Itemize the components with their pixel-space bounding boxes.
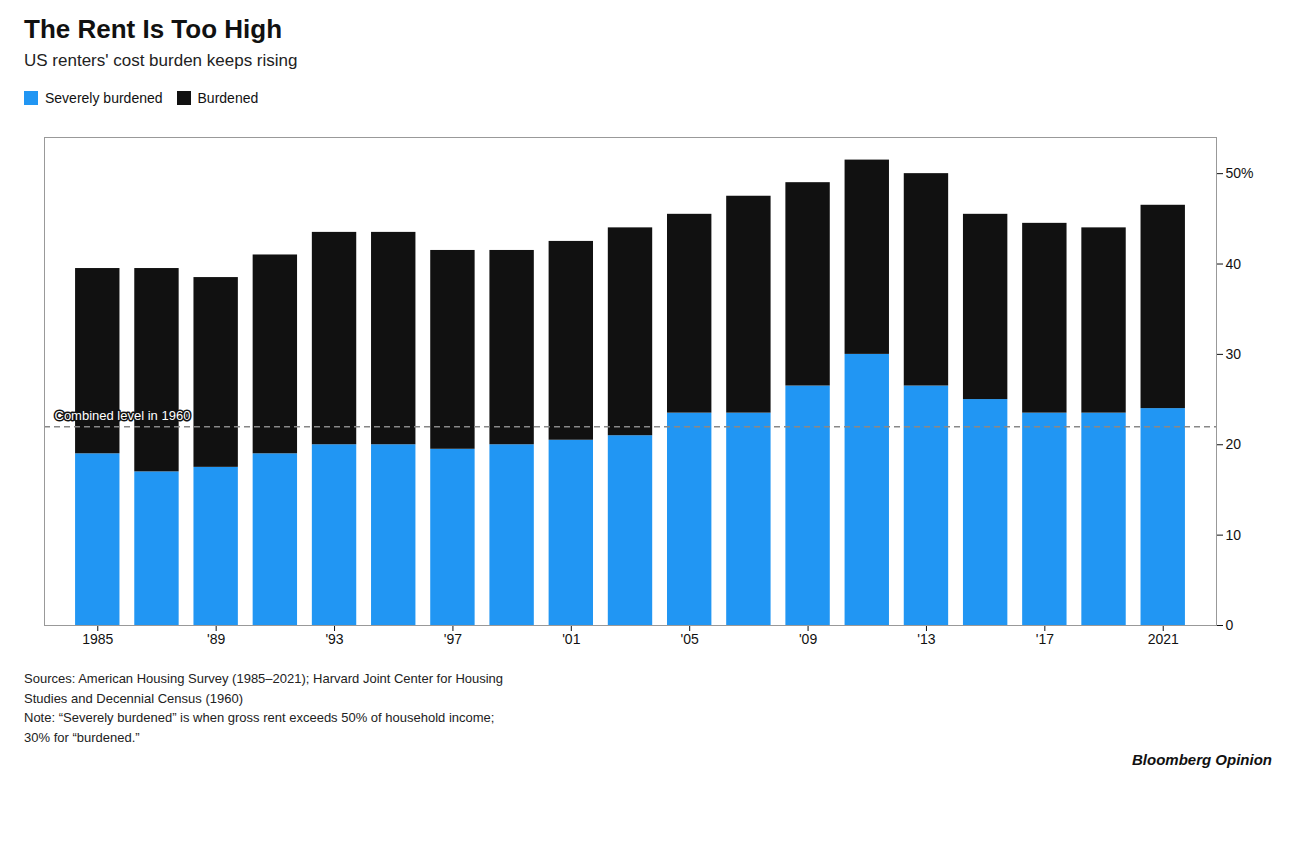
html-text:Sources: American Housing Surv: Sources: American Housing Survey (1985–2… <box>24 671 504 745</box>
svg-text:20: 20 <box>1226 436 1242 452</box>
svg-text:30: 30 <box>1226 346 1242 362</box>
svg-text:10: 10 <box>1226 527 1242 543</box>
svg-text:'09: '09 <box>799 631 817 647</box>
svg-text:'89: '89 <box>207 631 225 647</box>
svg-text:'13: '13 <box>917 631 935 647</box>
svg-text:50%: 50% <box>1226 165 1254 181</box>
html-text:Burdened: Burdened <box>197 89 259 106</box>
svg-text:0: 0 <box>1226 617 1234 633</box>
html-text:Severely burdened: Severely burdened <box>45 89 163 106</box>
svg-text:'01: '01 <box>562 631 580 647</box>
svg-text:'93: '93 <box>325 631 343 647</box>
svg-text:2021: 2021 <box>1148 631 1179 647</box>
svg-text:'17: '17 <box>1036 631 1054 647</box>
svg-text:'05: '05 <box>681 631 699 647</box>
svg-text:1985: 1985 <box>82 631 113 647</box>
html-text:The Rent Is Too High: The Rent Is Too High <box>24 14 283 44</box>
html-text:US renters' cost burden keeps: US renters' cost burden keeps rising <box>24 51 298 70</box>
html-text:Bloomberg Opinion: Bloomberg Opinion <box>1132 751 1272 768</box>
svg-text:40: 40 <box>1226 255 1242 271</box>
svg-text:Combined level in 1960: Combined level in 1960 <box>55 408 191 423</box>
svg-text:'97: '97 <box>444 631 462 647</box>
